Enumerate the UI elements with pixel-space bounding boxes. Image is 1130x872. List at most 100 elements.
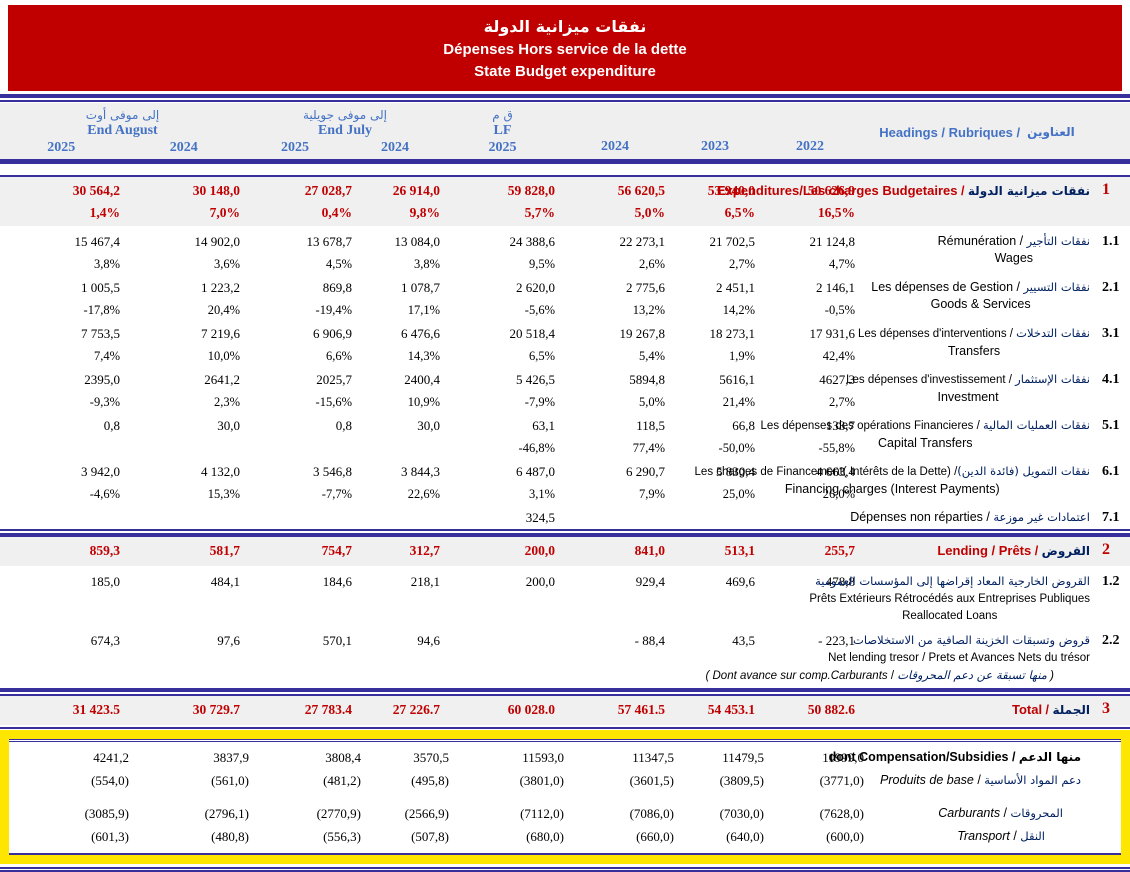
cell-percent: 25,0%: [722, 487, 755, 501]
label-line: Transport / النقل: [957, 828, 1081, 845]
cell-percent: 10,0%: [207, 349, 240, 363]
cell-value: 27 028,7: [304, 183, 352, 198]
cell-value: 218,1: [410, 574, 440, 589]
cell-value: 3 546,8: [313, 464, 352, 479]
cell-value: 4 663,4: [816, 464, 855, 479]
label-segment: Financing charges (Interest Payments): [784, 482, 1000, 496]
cell-value: 11479,5: [722, 750, 764, 765]
label-segment: Les dépenses des opérations Financieres: [760, 420, 974, 432]
cell-value: 56 620,5: [617, 183, 665, 198]
cell-value: 97,6: [217, 633, 240, 648]
cell-value: 26 914,0: [392, 183, 440, 198]
label-segment: نفقات التمويل (فائدة الدين): [957, 464, 1090, 478]
label-segment: نفقات التدخلات: [1016, 326, 1090, 340]
cell-value: (600,0): [826, 829, 864, 844]
value-cell: - 88,4: [560, 632, 670, 685]
value-cell: 27 226.7: [357, 701, 445, 719]
value-cell: 94,6: [357, 632, 445, 685]
value-cell: (7112,0): [454, 805, 569, 822]
label-segment: Les dépenses d'investissement: [846, 374, 1006, 386]
value-cell: 869,8 -19,4%: [245, 279, 357, 318]
cell-percent: 17,1%: [407, 303, 440, 317]
cell-percent: 1,9%: [728, 349, 755, 363]
cell-value: 27 226.7: [392, 702, 440, 717]
cell-percent: 7,4%: [93, 349, 120, 363]
row-number: [1085, 805, 1121, 822]
cell-value: (556,3): [323, 829, 361, 844]
value-cell: (2770,9): [254, 805, 366, 822]
value-cell: 184,6: [245, 573, 357, 625]
value-cell: 0,8: [0, 417, 125, 456]
cell-value: 484,1: [210, 574, 240, 589]
value-cell: 3808,4: [254, 749, 366, 766]
cell-percent: -50,0%: [718, 441, 755, 455]
headings-label-arabic: العناوين: [1027, 125, 1075, 139]
cell-value: 66,8: [732, 418, 755, 433]
value-cell: 674,3: [0, 632, 125, 685]
banner-title-english: State Budget expenditure: [474, 62, 656, 80]
value-cell: 6 290,7 7,9%: [560, 463, 670, 502]
value-cell: 60 028.0: [445, 701, 560, 719]
cell-value: 2025,7: [316, 372, 352, 387]
label-segment: /: [1006, 328, 1017, 340]
year-label: 2024: [381, 140, 409, 155]
label-segment: قروض وتسبقات الخزينة الصافية من الاستخلا…: [853, 633, 1090, 647]
label-line: Reallocated Loans: [809, 608, 1090, 625]
row-label-block: Les dépenses de Gestion / نفقات التسيير G…: [871, 279, 1090, 313]
subsidies-section: 4241,2 3837,9 3808,4 3570,5 11593,0 11347,5 11…: [0, 727, 1130, 864]
label-line: قروض وتسبقات الخزينة الصافية من الاستخلا…: [705, 632, 1090, 650]
value-cell: 513,1: [670, 542, 760, 560]
label-line: Lending / Prêts / القروض: [937, 542, 1090, 560]
value-cell: (7628,0): [769, 805, 869, 822]
table-row-1.2: 185,0 484,1 184,6 218,1 200,0 929,4 469,6 478,8…: [0, 566, 1130, 625]
label-segment: Transport: [957, 829, 1010, 843]
table-row-compensation: 4241,2 3837,9 3808,4 3570,5 11593,0 11347,5 11…: [9, 743, 1121, 766]
cell-percent: 15,3%: [207, 487, 240, 501]
label-segment: /: [982, 510, 994, 524]
label-segment: /: [1016, 234, 1027, 248]
divider-thick-line: [0, 94, 1130, 98]
title-banner: نفقات ميزانية الدولة Dépenses Hors servi…: [8, 5, 1122, 91]
cell-value: 31 423.5: [72, 702, 120, 717]
cell-percent: 7,9%: [638, 487, 665, 501]
value-cell: 218,1: [357, 573, 445, 625]
row-number: 3.1: [1102, 326, 1120, 341]
cell-value: 14 902,0: [194, 234, 241, 249]
cell-value: (495,8): [411, 773, 449, 788]
label-line: Total / الجملة: [1012, 701, 1090, 719]
value-cell: (3085,9): [9, 805, 134, 822]
table-row-1: 30 564,2 1,4% 30 148,0 7,0% 27 028,7 0,4% 26 9…: [0, 177, 1130, 226]
value-cell: 26 914,0 9,8%: [357, 182, 445, 220]
year-label: 2024: [169, 140, 198, 155]
label-segment: Rémunération: [937, 234, 1017, 248]
value-cell: 21 702,5 2,7%: [670, 233, 760, 272]
row-label-block: Total / الجملة: [1012, 701, 1090, 719]
header-group-lf: ق م LF 2025: [445, 108, 560, 156]
value-cell: 4627,3 2,7%: [760, 371, 860, 410]
table-row-4.1: 2395,0 -9,3% 2641,2 2,3% 2025,7 -15,6% 2400,4 1…: [0, 364, 1130, 410]
cell-value: 118,5: [636, 418, 665, 433]
cell-value: 60 028.0: [507, 702, 555, 717]
header-group-end-july: إلى موفى جويلية End July 2025 2024: [245, 108, 445, 156]
value-cell: 1 078,7 17,1%: [357, 279, 445, 318]
value-cell: (640,0): [679, 828, 769, 845]
cell-percent: 2,6%: [638, 257, 665, 271]
cell-value: 30 729.7: [192, 702, 240, 717]
value-cell: [560, 509, 670, 526]
cell-value: 11347,5: [632, 750, 674, 765]
label-line: Expenditures/Les charges Budgetaires / ن…: [717, 182, 1090, 200]
header-bottom-rule: [0, 159, 1130, 164]
cell-value: (561,0): [211, 773, 249, 788]
cell-percent: 4,7%: [828, 257, 855, 271]
label-segment: منها الدعم: [1018, 750, 1081, 764]
table-section-total: 31 423.5 30 729.7 27 783.4 27 226.7 60 028.0…: [0, 696, 1130, 725]
cell-value: 24 388,6: [509, 234, 556, 249]
value-cell: 478,8: [760, 573, 860, 625]
row-label: قروض وتسبقات الخزينة الصافية من الاستخلا…: [705, 632, 1094, 685]
value-cell: 754,7: [245, 542, 357, 560]
cell-percent: 21,4%: [722, 395, 755, 409]
value-cell: 324,5: [445, 509, 560, 526]
label-line: Les dépenses des opérations Financieres …: [761, 417, 1090, 435]
cell-value: 200,0: [524, 543, 555, 558]
divider-thick-line: [0, 870, 1130, 872]
